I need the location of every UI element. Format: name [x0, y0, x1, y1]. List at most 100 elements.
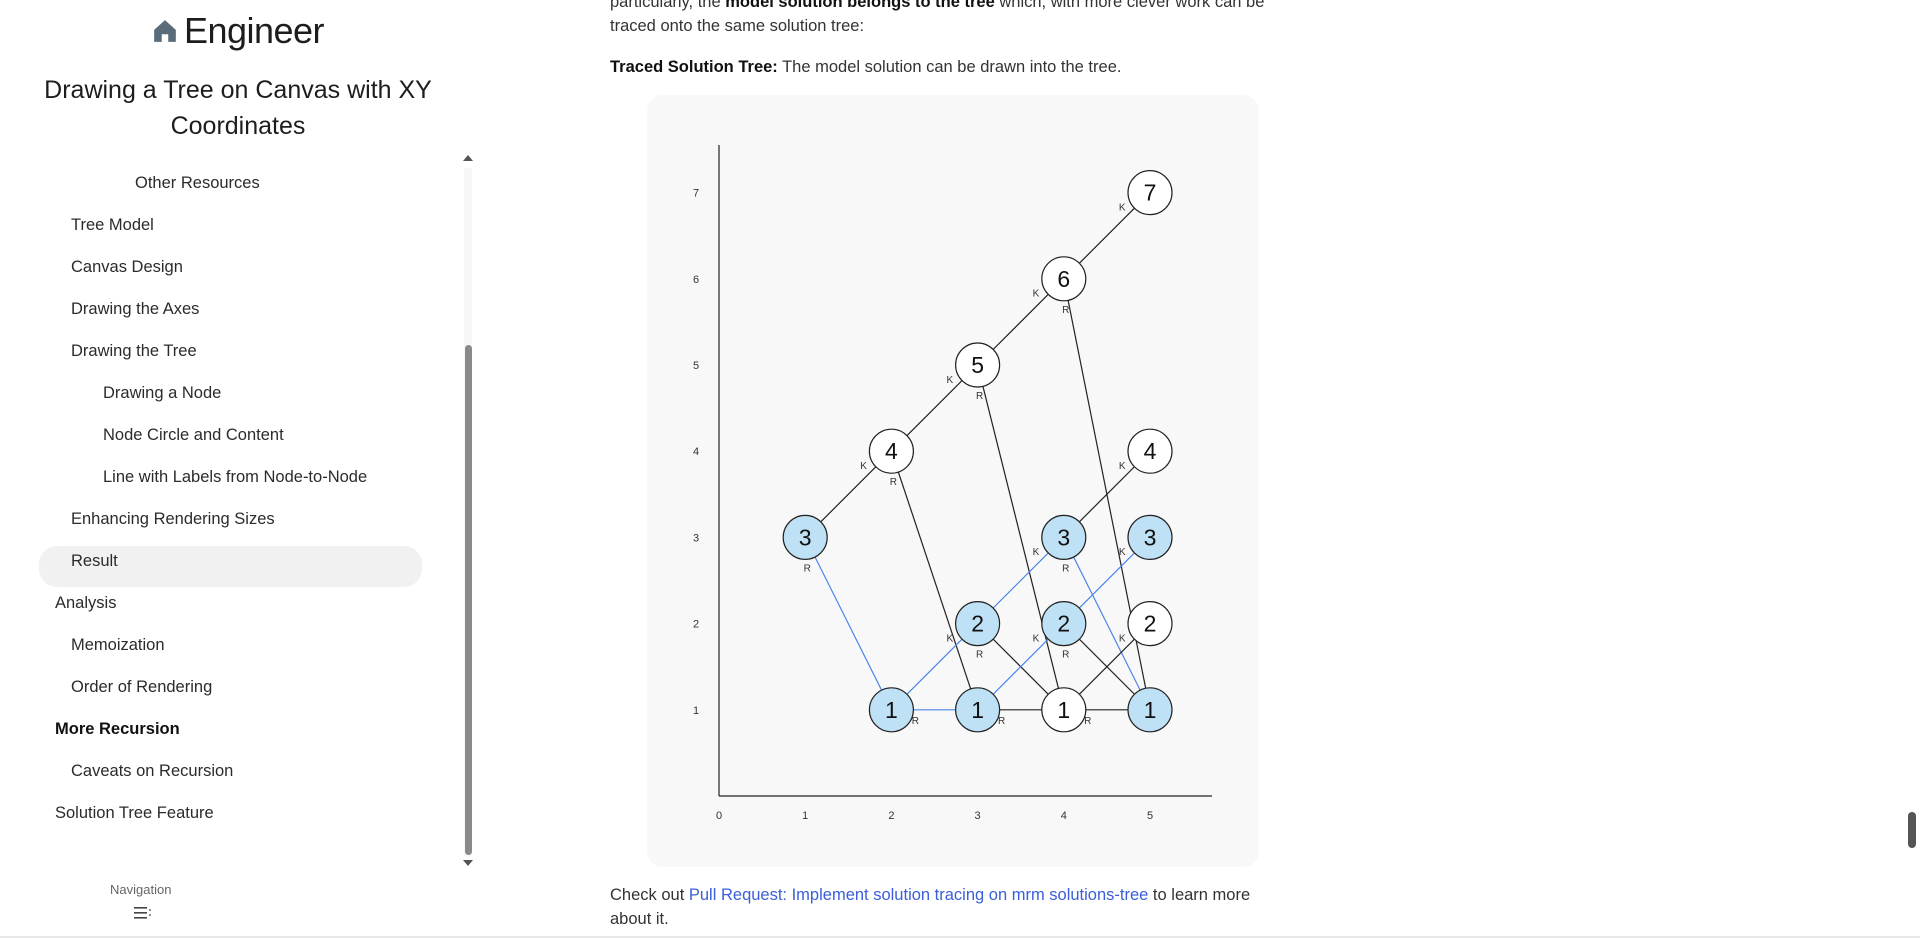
sidebar: Engineer Drawing a Tree on Canvas with X… [0, 0, 480, 938]
edge-label: R [890, 477, 897, 488]
home-icon [154, 20, 176, 42]
doc-title: Drawing a Tree on Canvas with XY Coordin… [44, 76, 432, 140]
edge-label: K [1033, 547, 1040, 558]
toc-item-result[interactable]: Result [71, 552, 118, 570]
x-tick-label: 1 [802, 810, 808, 822]
paragraph-text: The model solution can be drawn into the… [777, 58, 1122, 76]
solution-tree-chart: 0 1 2 3 4 5 1 2 3 4 5 6 7 K K R K R K R K R K R K K R K R K R R R 7 6 5 4 4 3 3… [693, 145, 1212, 822]
edge-label: K [946, 375, 953, 386]
edge-label: R [1062, 305, 1069, 316]
tree-node-circle [955, 687, 1001, 733]
edge-label: R [1062, 650, 1069, 661]
paragraph-intro: particularly, the model solution belongs… [610, 0, 1290, 38]
edge-label: R [976, 391, 983, 402]
y-tick-label: 7 [693, 188, 699, 200]
table-of-contents: Other Resources Tree Model Canvas Design Dr… [0, 164, 460, 864]
bottom-border [0, 936, 1920, 938]
tree-node-circle [1041, 687, 1087, 733]
toc-item-drawing-the-tree[interactable]: Drawing the Tree [71, 342, 197, 360]
tree-node-circle [1041, 256, 1087, 302]
y-tick-label: 5 [693, 360, 699, 372]
x-tick-label: 3 [975, 810, 981, 822]
toc-item-memoization[interactable]: Memoization [71, 636, 165, 654]
edge-label: K [1119, 461, 1126, 472]
toc-active-highlight [39, 546, 422, 587]
edge-label: R [912, 716, 919, 727]
tree-node-circle [868, 687, 914, 733]
tree-node-label: 1 [1057, 697, 1070, 723]
edge-label: K [1033, 633, 1040, 644]
toc-item-caveats-on-recursion[interactable]: Caveats on Recursion [71, 762, 234, 780]
tree-node-circle [1127, 687, 1173, 733]
tree-node-label: 1 [971, 697, 984, 723]
y-tick-label: 6 [693, 274, 699, 286]
bold-label: Traced Solution Tree: [610, 58, 778, 76]
x-tick-label: 0 [716, 810, 722, 822]
y-tick-label: 4 [693, 446, 699, 458]
tree-node-circle [1127, 600, 1173, 647]
toc-item-drawing-a-node[interactable]: Drawing a Node [103, 384, 222, 402]
toc-item-tree-model[interactable]: Tree Model [71, 216, 154, 234]
tree-node-label: 7 [1144, 180, 1157, 206]
toc-item-more-recursion[interactable]: More Recursion [55, 720, 180, 738]
x-tick-label: 4 [1061, 810, 1067, 822]
y-tick-label: 1 [693, 705, 699, 717]
toc-item-line-with-labels-from-node-to-node[interactable]: Line with Labels from Node-to-Node [103, 468, 368, 486]
menu-icon[interactable] [134, 906, 152, 920]
y-tick-label: 3 [693, 532, 699, 544]
brand-name: Engineer [183, 10, 325, 51]
tree-node-label: 5 [971, 352, 984, 378]
x-tick-label: 5 [1147, 810, 1153, 822]
y-tick-label: 2 [693, 619, 699, 631]
tree-node-label: 2 [971, 611, 984, 637]
toc-item-canvas-design[interactable]: Canvas Design [71, 258, 183, 276]
toc-item-other-resources[interactable]: Other Resources [135, 174, 260, 192]
toc-item-order-of-rendering[interactable]: Order of Rendering [71, 678, 213, 696]
toc-item-drawing-the-axes[interactable]: Drawing the Axes [71, 300, 200, 318]
tree-edge [977, 364, 1065, 710]
solution-tree-figure: 0 1 2 3 4 5 1 2 3 4 5 6 7 K K R K R K R K R K R K K R K R K R R R 7 6 5 4 4 3 3… [647, 95, 1259, 867]
scroll-down-arrow-icon[interactable] [463, 860, 473, 866]
tree-node-circle [1127, 428, 1173, 474]
pull-request-link[interactable]: Pull Request: Implement solution tracing… [688, 886, 1149, 904]
paragraph-text: which, with more clever work can be trac… [610, 0, 1265, 35]
scroll-up-arrow-icon[interactable] [463, 155, 473, 161]
sidebar-scrollbar-thumb[interactable] [465, 345, 472, 855]
paragraph-text: Check out [610, 886, 689, 904]
page-scrollbar-thumb[interactable] [1908, 812, 1916, 848]
edge-label: K [860, 461, 867, 472]
paragraph-text: to learn more about it. [610, 886, 1251, 928]
tree-node-circle [1041, 600, 1087, 647]
edge-label: K [946, 633, 953, 644]
tree-node-circle [1127, 514, 1173, 560]
bold-text: model solution belongs to the tree [725, 0, 995, 11]
tree-node-circle [955, 600, 1001, 647]
tree-node-circle [955, 342, 1001, 388]
toc-item-enhancing-rendering-sizes[interactable]: Enhancing Rendering Sizes [71, 510, 275, 528]
tree-node-label: 1 [1144, 697, 1157, 723]
brand[interactable]: Engineer [0, 10, 476, 52]
paragraph-traced: Traced Solution Tree: The model solution… [610, 55, 1290, 79]
tree-node-circle [1041, 514, 1087, 560]
tree-node-label: 4 [885, 438, 898, 464]
edge-label: R [976, 650, 983, 661]
edge-label: K [1119, 547, 1126, 558]
navigation-label: Navigation [110, 882, 172, 897]
tree-node-label: 4 [1144, 438, 1157, 464]
tree-node-label: 3 [1057, 524, 1070, 550]
tree-node-label: 3 [799, 524, 812, 550]
toc-item-solution-tree-feature[interactable]: Solution Tree Feature [55, 804, 214, 822]
toc-item-analysis[interactable]: Analysis [55, 594, 117, 612]
toc-item-node-circle-and-content[interactable]: Node Circle and Content [103, 426, 284, 444]
paragraph-pr: Check out Pull Request: Implement soluti… [610, 883, 1290, 931]
tree-node-label: 6 [1057, 266, 1070, 292]
edge-label: R [1062, 563, 1069, 574]
edge-label: R [804, 563, 811, 574]
edge-label: K [1119, 633, 1126, 644]
tree-node-circle [868, 428, 914, 474]
edge-label: R [1084, 716, 1091, 727]
tree-node-label: 1 [885, 697, 898, 723]
tree-node-label: 3 [1144, 524, 1157, 550]
edge-label: K [1119, 202, 1126, 213]
tree-node-circle [1127, 169, 1173, 216]
